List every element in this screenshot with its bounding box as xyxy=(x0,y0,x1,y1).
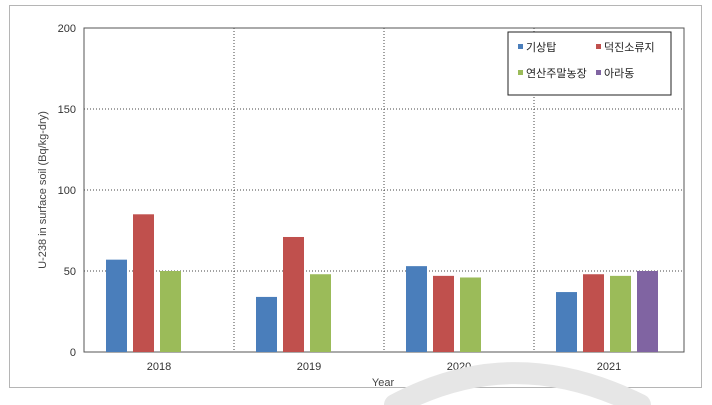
y-tick-label: 150 xyxy=(58,104,76,116)
x-tick-label: 2021 xyxy=(597,361,621,373)
bar xyxy=(637,271,658,352)
legend-swatch xyxy=(518,44,523,49)
bar xyxy=(133,214,154,352)
x-tick-label: 2020 xyxy=(447,361,471,373)
y-tick-label: 50 xyxy=(64,266,76,278)
plot-area xyxy=(83,27,685,353)
y-tick-label: 0 xyxy=(70,347,76,359)
legend-label: 연산주말농장 xyxy=(526,67,587,80)
x-tick-label: 2019 xyxy=(297,361,321,373)
legend-box xyxy=(507,31,672,96)
y-tick-label: 100 xyxy=(58,185,76,197)
legend-swatch xyxy=(596,44,601,49)
x-tick-label: 2018 xyxy=(147,361,171,373)
bar xyxy=(583,274,604,352)
bar xyxy=(106,259,127,352)
y-axis-title: U-238 in surface soil (Bq/kg-dry) xyxy=(37,111,49,269)
legend-swatch xyxy=(596,70,601,75)
y-tick-label: 200 xyxy=(58,23,76,35)
x-axis-ticks: 2018 2019 2020 2021 xyxy=(147,361,621,373)
bar xyxy=(460,277,481,352)
bar xyxy=(310,274,331,352)
bar xyxy=(256,296,277,352)
bar xyxy=(406,266,427,352)
legend-label: 덕진소류지 xyxy=(604,41,655,54)
bar xyxy=(160,271,181,352)
legend-swatch xyxy=(518,70,523,75)
x-axis-title: Year xyxy=(372,377,395,389)
bar xyxy=(433,275,454,352)
bar xyxy=(610,275,631,352)
y-axis-ticks: 0 50 100 150 200 xyxy=(58,23,76,359)
legend-label: 아라동 xyxy=(604,67,634,80)
bars xyxy=(106,214,658,352)
bar xyxy=(283,236,304,352)
legend-label: 기상탑 xyxy=(526,41,556,54)
bar xyxy=(556,292,577,352)
